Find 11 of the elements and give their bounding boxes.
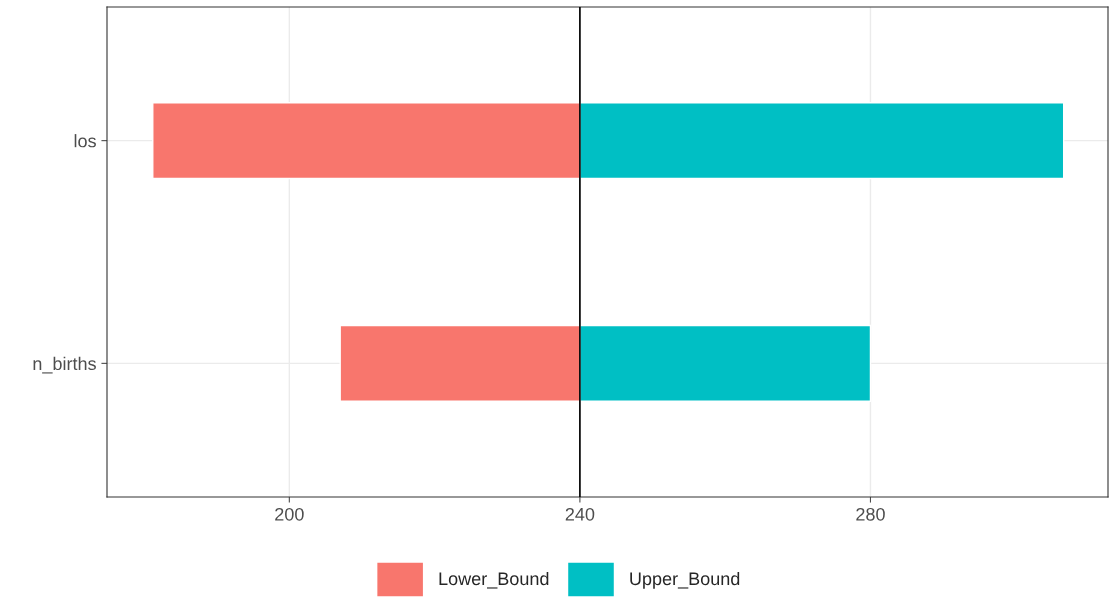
legend-label: Upper_Bound <box>630 571 740 589</box>
bar <box>579 102 1065 180</box>
legend-label: Lower_Bound <box>439 571 549 589</box>
x-tick-label: 280 <box>856 507 885 521</box>
bar <box>152 102 581 180</box>
bar <box>339 324 581 402</box>
y-tick-label: n_births <box>33 356 96 374</box>
y-tick-label: los <box>74 134 96 148</box>
x-tick-label: 200 <box>275 507 304 521</box>
bar <box>579 324 872 402</box>
x-tick-label: 240 <box>565 507 595 521</box>
